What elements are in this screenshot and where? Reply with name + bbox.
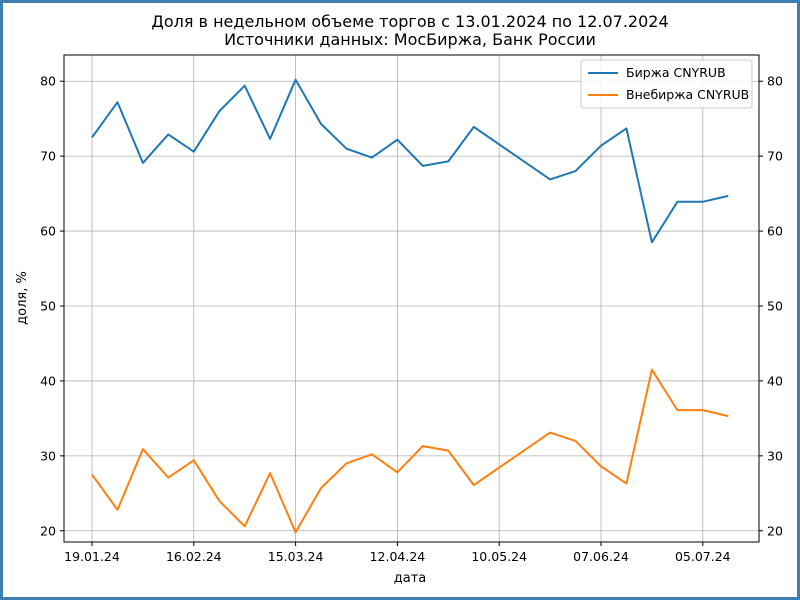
y-tick-label-right: 30 <box>767 448 783 463</box>
legend-label-0: Биржа CNYRUB <box>626 65 726 80</box>
y-tick-label-right: 50 <box>767 298 783 313</box>
y-tick-label-left: 50 <box>40 298 56 313</box>
y-tick-label-right: 70 <box>767 149 783 164</box>
y-tick-label-left: 20 <box>40 523 56 538</box>
y-tick-label-left: 60 <box>40 224 56 239</box>
y-tick-label-left: 70 <box>40 149 56 164</box>
series-line-1 <box>92 370 728 533</box>
plot-area <box>64 55 759 542</box>
y-tick-label-left: 30 <box>40 448 56 463</box>
x-tick-label: 12.04.24 <box>370 549 426 564</box>
x-tick-label: 05.07.24 <box>675 549 731 564</box>
y-tick-label-left: 40 <box>40 373 56 388</box>
x-tick-label: 10.05.24 <box>471 549 527 564</box>
legend: Биржа CNYRUB Внебиржа CNYRUB <box>581 60 752 108</box>
x-axis-label: дата <box>394 571 427 586</box>
y-tick-label-right: 60 <box>767 224 783 239</box>
x-tick-label: 16.02.24 <box>166 549 222 564</box>
line-chart: Доля в недельном объеме торгов с 13.01.2… <box>0 0 800 600</box>
x-tick-label: 07.06.24 <box>573 549 629 564</box>
chart-title: Доля в недельном объеме торгов с 13.01.2… <box>151 12 668 31</box>
legend-label-1: Внебиржа CNYRUB <box>626 87 749 102</box>
y-tick-label-right: 40 <box>767 373 783 388</box>
x-tick-label: 15.03.24 <box>268 549 324 564</box>
y-tick-label-left: 80 <box>40 74 56 89</box>
y-tick-label-right: 80 <box>767 74 783 89</box>
y-tick-label-right: 20 <box>767 523 783 538</box>
axes-ticks: 20 20 30 30 40 40 50 50 60 60 70 70 80 80 19.01.24 16.0… <box>40 74 783 564</box>
x-tick-label: 19.01.24 <box>64 549 120 564</box>
chart-subtitle: Источники данных: МосБиржа, Банк России <box>224 30 596 49</box>
y-axis-label: доля, % <box>15 271 30 325</box>
grid <box>64 55 759 542</box>
